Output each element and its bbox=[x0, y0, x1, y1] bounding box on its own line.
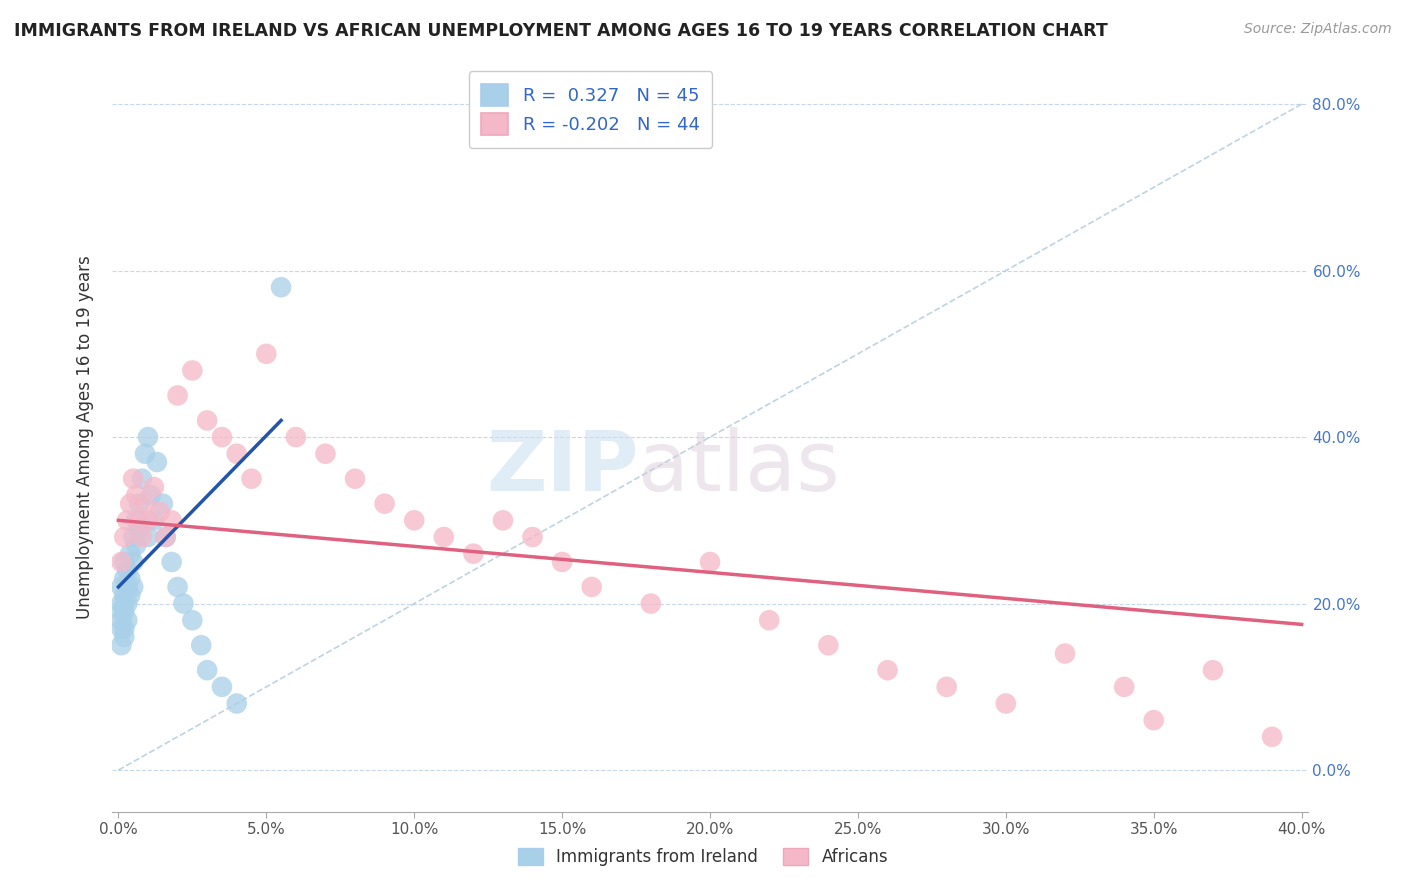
Point bbox=[492, 513, 515, 527]
Point bbox=[211, 430, 233, 444]
Point bbox=[374, 497, 396, 511]
Point bbox=[1261, 730, 1284, 744]
Point bbox=[1114, 680, 1136, 694]
Point bbox=[1053, 647, 1076, 661]
Point bbox=[758, 613, 780, 627]
Point bbox=[142, 513, 165, 527]
Point bbox=[136, 513, 159, 527]
Point bbox=[181, 613, 204, 627]
Point bbox=[110, 638, 132, 652]
Point bbox=[551, 555, 574, 569]
Point bbox=[142, 480, 165, 494]
Point bbox=[134, 497, 156, 511]
Point bbox=[112, 588, 135, 602]
Point bbox=[131, 472, 153, 486]
Point bbox=[240, 472, 263, 486]
Text: IMMIGRANTS FROM IRELAND VS AFRICAN UNEMPLOYMENT AMONG AGES 16 TO 19 YEARS CORREL: IMMIGRANTS FROM IRELAND VS AFRICAN UNEMP… bbox=[14, 22, 1108, 40]
Point bbox=[122, 530, 145, 544]
Point bbox=[112, 605, 135, 619]
Point bbox=[112, 530, 135, 544]
Point bbox=[817, 638, 839, 652]
Point bbox=[128, 513, 150, 527]
Point bbox=[640, 597, 662, 611]
Point bbox=[112, 622, 135, 636]
Point bbox=[122, 580, 145, 594]
Point bbox=[404, 513, 426, 527]
Point bbox=[1202, 663, 1225, 677]
Point bbox=[120, 588, 142, 602]
Point bbox=[195, 413, 218, 427]
Point bbox=[122, 472, 145, 486]
Point bbox=[166, 580, 188, 594]
Point bbox=[112, 572, 135, 586]
Point bbox=[136, 430, 159, 444]
Point bbox=[581, 580, 603, 594]
Point bbox=[155, 530, 177, 544]
Point bbox=[117, 513, 139, 527]
Point bbox=[155, 530, 177, 544]
Legend: R =  0.327   N = 45, R = -0.202   N = 44: R = 0.327 N = 45, R = -0.202 N = 44 bbox=[468, 71, 713, 148]
Point bbox=[112, 597, 135, 611]
Legend: Immigrants from Ireland, Africans: Immigrants from Ireland, Africans bbox=[509, 840, 897, 875]
Point bbox=[160, 513, 183, 527]
Point bbox=[125, 513, 148, 527]
Point bbox=[120, 547, 142, 561]
Text: atlas: atlas bbox=[638, 426, 839, 508]
Point bbox=[166, 388, 188, 402]
Point bbox=[181, 363, 204, 377]
Point bbox=[110, 597, 132, 611]
Point bbox=[994, 697, 1017, 711]
Point bbox=[463, 547, 485, 561]
Point bbox=[314, 447, 336, 461]
Y-axis label: Unemployment Among Ages 16 to 19 years: Unemployment Among Ages 16 to 19 years bbox=[76, 255, 94, 619]
Point bbox=[172, 597, 194, 611]
Point bbox=[190, 638, 212, 652]
Point bbox=[149, 505, 172, 519]
Point bbox=[134, 447, 156, 461]
Point bbox=[195, 663, 218, 677]
Point bbox=[110, 622, 132, 636]
Point bbox=[433, 530, 456, 544]
Point bbox=[110, 555, 132, 569]
Point bbox=[139, 488, 162, 502]
Point bbox=[128, 497, 150, 511]
Point bbox=[110, 605, 132, 619]
Point bbox=[152, 497, 174, 511]
Point bbox=[117, 580, 139, 594]
Point bbox=[110, 580, 132, 594]
Point bbox=[117, 597, 139, 611]
Point bbox=[699, 555, 721, 569]
Point bbox=[120, 572, 142, 586]
Point bbox=[125, 538, 148, 552]
Point bbox=[270, 280, 292, 294]
Text: Source: ZipAtlas.com: Source: ZipAtlas.com bbox=[1244, 22, 1392, 37]
Point bbox=[122, 555, 145, 569]
Point bbox=[225, 447, 247, 461]
Point bbox=[120, 497, 142, 511]
Point bbox=[110, 613, 132, 627]
Point bbox=[146, 455, 169, 469]
Point bbox=[876, 663, 898, 677]
Point bbox=[254, 347, 277, 361]
Point bbox=[136, 530, 159, 544]
Point bbox=[112, 630, 135, 644]
Text: ZIP: ZIP bbox=[486, 426, 638, 508]
Point bbox=[284, 430, 307, 444]
Point bbox=[131, 530, 153, 544]
Point bbox=[125, 488, 148, 502]
Point bbox=[935, 680, 957, 694]
Point bbox=[522, 530, 544, 544]
Point bbox=[117, 563, 139, 577]
Point bbox=[344, 472, 367, 486]
Point bbox=[160, 555, 183, 569]
Point bbox=[225, 697, 247, 711]
Point bbox=[117, 613, 139, 627]
Point bbox=[112, 555, 135, 569]
Point bbox=[1143, 713, 1166, 727]
Point bbox=[211, 680, 233, 694]
Point bbox=[128, 522, 150, 536]
